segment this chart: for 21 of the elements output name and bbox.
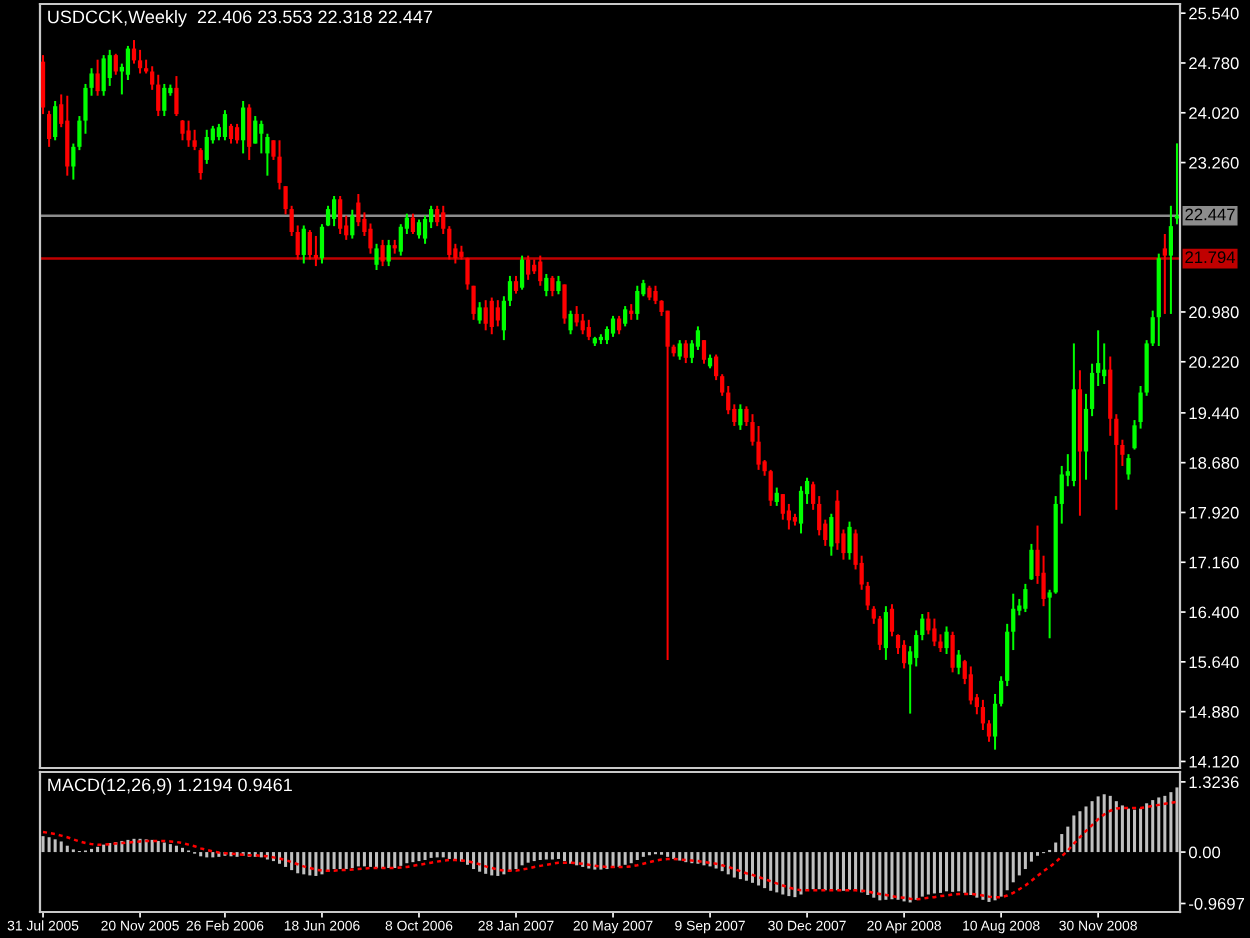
ref-line-label: 22.447 — [1185, 208, 1235, 221]
chart-title: USDCCK,Weekly 22.406 23.553 22.318 22.447 — [48, 10, 433, 27]
y-tick-label: 1.3236 — [1189, 776, 1239, 789]
y-tick-label: 14.120 — [1189, 755, 1239, 768]
y-tick-label: 18.680 — [1189, 457, 1239, 469]
y-tick-label: 17.160 — [1189, 556, 1239, 569]
y-tick-label: 24.020 — [1189, 107, 1239, 119]
ref-line-label: 21.794 — [1185, 251, 1236, 264]
y-tick-label: 17.920 — [1189, 506, 1239, 519]
y-tick-label: 16.400 — [1189, 606, 1239, 619]
y-tick-label: 0.00 — [1188, 846, 1221, 859]
chart-title: MACD(12,26,9) 1.2194 0.9461 — [48, 778, 292, 795]
y-tick-label: 19.440 — [1189, 407, 1239, 420]
y-tick-label: 24.780 — [1189, 57, 1239, 70]
y-tick-label: 25.540 — [1189, 7, 1239, 20]
y-tick-label: 20.980 — [1189, 306, 1239, 319]
y-tick-label: 20.220 — [1189, 356, 1239, 368]
y-tick-label: -0.9697 — [1189, 897, 1245, 910]
y-tick-label: 14.880 — [1189, 706, 1239, 718]
y-tick-label: 23.260 — [1189, 156, 1239, 169]
y-tick-label: 15.640 — [1189, 656, 1239, 669]
